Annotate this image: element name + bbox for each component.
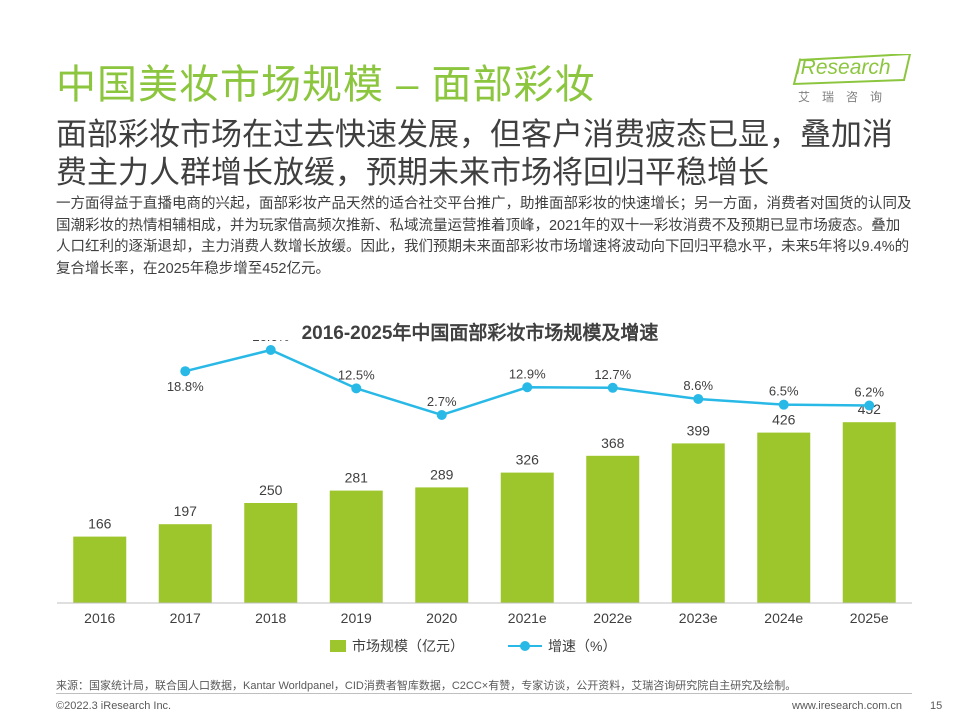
x-tick-label: 2016 bbox=[84, 610, 115, 626]
logo-text: iResearch bbox=[796, 56, 891, 79]
bar-value-label: 289 bbox=[430, 466, 454, 482]
growth-point-2020 bbox=[436, 410, 447, 420]
legend-label-market-size: 市场规模（亿元） bbox=[352, 638, 464, 654]
growth-point-2025e bbox=[864, 400, 875, 411]
growth-value-label: 6.5% bbox=[769, 384, 799, 399]
x-tick-label: 2021e bbox=[508, 610, 547, 626]
page-number: 15 bbox=[930, 700, 943, 712]
growth-point-2022e bbox=[607, 382, 618, 393]
growth-value-label: 2.7% bbox=[427, 394, 457, 409]
bar-2024e bbox=[757, 432, 811, 603]
bar-value-label: 326 bbox=[516, 452, 540, 468]
website-link[interactable]: www.iresearch.com.cn bbox=[792, 700, 903, 712]
x-tick-label: 2024e bbox=[764, 610, 803, 626]
footer-divider bbox=[56, 693, 912, 694]
x-tick-label: 2023e bbox=[679, 610, 718, 626]
x-tick-label: 2019 bbox=[341, 610, 372, 626]
x-tick-label: 2022e bbox=[593, 610, 632, 626]
bar-2025e bbox=[842, 422, 896, 603]
growth-value-label: 26.6% bbox=[252, 340, 289, 344]
logo-leaf-icon bbox=[792, 54, 912, 86]
page-title: 中国美妆市场规模 – 面部彩妆 bbox=[56, 63, 596, 107]
bar-2019 bbox=[329, 490, 383, 603]
growth-point-2017 bbox=[180, 366, 191, 377]
growth-point-2018 bbox=[265, 345, 276, 355]
growth-value-label: 12.7% bbox=[594, 367, 631, 382]
source-note: 来源：国家统计局，联合国人口数据，Kantar Worldpanel，CID消费… bbox=[56, 680, 797, 692]
page-subtitle: 面部彩妆市场在过去快速发展，但客户消费疲态已显，叠加消费主力人群增长放缓，预期未… bbox=[56, 117, 893, 190]
bar-2020 bbox=[415, 487, 469, 603]
growth-point-2019 bbox=[351, 383, 362, 394]
combo-chart: 166 2016 197 2017 250 2018 281 2019 289 2020 326 20… bbox=[57, 340, 912, 626]
bar-2018 bbox=[244, 503, 298, 603]
bar-value-label: 399 bbox=[687, 422, 711, 438]
bar-value-label: 250 bbox=[259, 482, 283, 498]
legend-bar-swatch bbox=[330, 640, 346, 652]
growth-value-label: 18.8% bbox=[167, 379, 204, 394]
legend-line-swatch bbox=[508, 641, 542, 651]
copyright: ©2022.3 iResearch Inc. bbox=[56, 700, 172, 712]
iresearch-logo: iResearch 艾瑞咨询 bbox=[792, 54, 912, 104]
logo-subtitle: 艾瑞咨询 bbox=[798, 90, 895, 104]
x-tick-label: 2020 bbox=[426, 610, 457, 626]
legend-item-market-size: 市场规模（亿元） bbox=[330, 636, 464, 656]
chart-legend: 市场规模（亿元） 增速（%） bbox=[0, 636, 960, 656]
bar-value-label: 281 bbox=[345, 470, 369, 486]
bar-2022e bbox=[586, 455, 640, 603]
bar-value-label: 368 bbox=[601, 435, 625, 451]
growth-value-label: 6.2% bbox=[854, 384, 884, 399]
legend-item-growth: 增速（%） bbox=[508, 636, 616, 656]
bar-value-label: 426 bbox=[772, 412, 796, 428]
growth-point-2021e bbox=[522, 382, 533, 393]
x-tick-label: 2018 bbox=[255, 610, 286, 626]
growth-value-label: 12.5% bbox=[338, 367, 375, 382]
bar-2023e bbox=[671, 443, 725, 603]
bar-2017 bbox=[158, 524, 212, 603]
growth-value-label: 12.9% bbox=[509, 366, 546, 381]
bar-value-label: 166 bbox=[88, 516, 112, 532]
bar-2021e bbox=[500, 472, 554, 603]
x-tick-label: 2025e bbox=[850, 610, 889, 626]
growth-point-2024e bbox=[778, 399, 789, 410]
body-paragraph: 一方面得益于直播电商的兴起，面部彩妆产品天然的适合社交平台推广，助推面部彩妆的快… bbox=[56, 196, 912, 277]
growth-value-label: 8.6% bbox=[683, 378, 713, 393]
bar-value-label: 197 bbox=[174, 503, 198, 519]
bar-2016 bbox=[73, 536, 127, 603]
chart-title: 2016-2025年中国面部彩妆市场规模及增速 bbox=[301, 323, 659, 344]
x-tick-label: 2017 bbox=[170, 610, 201, 626]
legend-label-growth: 增速（%） bbox=[548, 638, 617, 654]
growth-point-2023e bbox=[693, 393, 704, 404]
